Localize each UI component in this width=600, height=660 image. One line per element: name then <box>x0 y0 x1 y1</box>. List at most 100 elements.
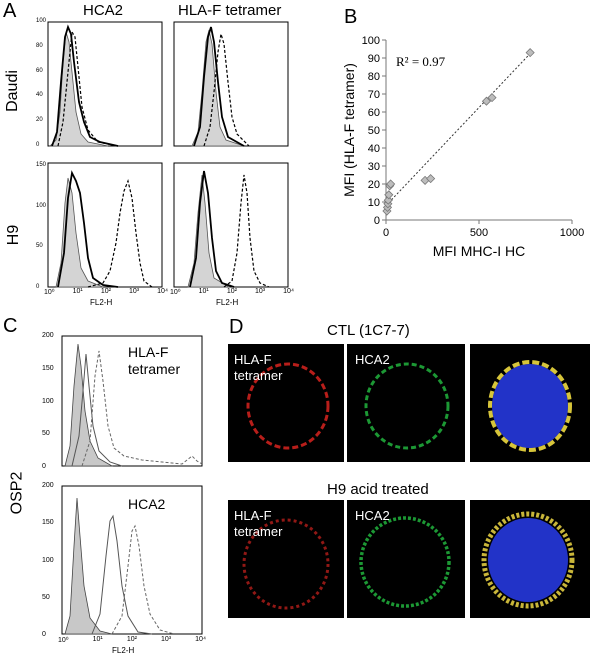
y-tick-label: 40 <box>368 143 380 155</box>
x-tick-label: 0 <box>383 227 389 239</box>
panel-c-xticks: 10⁰ 10¹ 10² 10³ 10⁴ <box>58 636 206 644</box>
tick-label: 10¹ <box>72 288 83 295</box>
tick-label: 10⁰ <box>44 289 55 296</box>
micrograph-ctl-merge <box>470 344 590 462</box>
panel-c-title-tetramer: HLA-F tetramer <box>128 344 181 377</box>
panel-a-row-label-h9: H9 <box>5 224 23 246</box>
data-point <box>426 174 436 184</box>
tick-label: 10² <box>100 288 111 295</box>
micrograph-label-tetramer: HLA-F tetramer <box>234 352 283 383</box>
tick-label: 10² <box>226 288 237 295</box>
y-tick-label: 10 <box>368 197 380 209</box>
data-point <box>383 195 393 205</box>
r-squared-label: R² = 0.97 <box>396 54 446 69</box>
tick-label: 10⁰ <box>58 637 69 644</box>
tick-label: 50 <box>42 593 50 601</box>
x-axis-label: MFI MHC-I HC <box>433 243 526 259</box>
y-tick-label: 70 <box>368 89 380 101</box>
micrograph-ctl-red: HLA-F tetramer <box>228 344 344 462</box>
y-tick-label: 50 <box>368 125 380 137</box>
y-tick-label: 100 <box>362 35 380 47</box>
panel-a-letter: A <box>3 0 17 22</box>
micrograph-h9-red: HLA-F tetramer <box>228 500 344 618</box>
micrograph-h9-merge <box>470 500 590 618</box>
tick-label: 200 <box>42 332 54 339</box>
tick-label: 100 <box>42 397 54 405</box>
micrograph-label-tetramer: HLA-F tetramer <box>234 508 283 539</box>
histogram-osp2-tetramer <box>61 335 203 467</box>
histogram-h9-tetramer <box>173 162 289 288</box>
panel-c-title-hca2: HCA2 <box>128 496 166 512</box>
panel-b-letter: B <box>344 6 358 28</box>
micrograph-h9-green: HCA2 <box>347 500 465 618</box>
panel-d-row-title-ctl: CTL (1C7-7) <box>327 322 410 339</box>
panel-d-letter: D <box>229 316 244 338</box>
y-tick-label: 90 <box>368 53 380 65</box>
tick-label: 80 <box>36 42 43 49</box>
x-tick-label: 1000 <box>560 227 584 239</box>
data-point <box>386 179 396 189</box>
tick-label: 0 <box>36 141 40 148</box>
panel-c-row-label: OSP2 <box>8 471 26 515</box>
panel-a-xticks-left: 10⁰ 10¹ 10² 10³ 10⁴ <box>44 288 168 296</box>
data-point <box>384 190 394 200</box>
histogram-osp2-hca2 <box>61 485 203 635</box>
tick-label: 0 <box>42 463 46 470</box>
panel-a-yticks-top: 0 20 40 60 80 100 <box>36 18 46 148</box>
fit-line <box>385 52 532 206</box>
tick-label: 150 <box>36 162 47 168</box>
tick-label: 10¹ <box>92 636 103 643</box>
panel-c-xlabel: FL2-H <box>112 646 135 655</box>
tick-label: 40 <box>36 92 43 99</box>
tick-label: 10⁰ <box>170 289 181 296</box>
tick-label: 150 <box>42 519 54 527</box>
y-tick-label: 30 <box>368 161 380 173</box>
micrograph-ctl-green: HCA2 <box>347 344 465 462</box>
y-axis-label: MFI (HLA-F tetramer) <box>341 63 357 197</box>
panel-c-yticks-bottom: 0 50 100 150 200 <box>42 482 54 638</box>
panel-a-row-label-daudi: Daudi <box>3 70 21 112</box>
tick-label: 10³ <box>254 288 266 295</box>
tick-label: 200 <box>42 482 54 489</box>
panel-a-col-title-tetramer: HLA-F tetramer <box>178 2 282 19</box>
histogram-h9-hca2 <box>47 162 163 288</box>
tick-label: 10³ <box>128 288 140 295</box>
tick-label: 100 <box>36 18 47 24</box>
tick-label: 10² <box>126 636 137 643</box>
tick-label: 100 <box>42 556 54 564</box>
panel-a-xticks-right: 10⁰ 10¹ 10² 10³ 10⁴ <box>170 288 294 296</box>
panel-a-col-title-hca2: HCA2 <box>83 2 124 19</box>
histogram-daudi-hca2 <box>47 21 163 147</box>
tick-label: 20 <box>36 117 43 124</box>
tick-label: 50 <box>36 243 43 250</box>
y-tick-label: 0 <box>374 215 380 227</box>
tick-label: 10⁴ <box>283 288 294 295</box>
micrograph-label-hca2: HCA2 <box>355 352 390 367</box>
panel-c-yticks-top: 0 50 100 150 200 <box>42 332 54 470</box>
tick-label: 150 <box>42 364 54 372</box>
tick-label: 10³ <box>160 636 172 643</box>
panel-a-xlabel-right: FL2-H <box>216 298 239 307</box>
data-point <box>487 93 497 103</box>
y-tick-label: 60 <box>368 107 380 119</box>
tick-label: 0 <box>36 283 40 290</box>
tick-label: 0 <box>42 631 46 638</box>
histogram-daudi-tetramer <box>173 21 289 147</box>
tick-label: 50 <box>42 430 50 438</box>
tick-label: 60 <box>36 67 43 74</box>
tick-label: 10⁴ <box>157 288 168 295</box>
data-point <box>481 96 492 106</box>
panel-d-row-title-h9: H9 acid treated <box>327 481 429 498</box>
data-point <box>525 48 535 58</box>
tick-label: 100 <box>36 202 47 209</box>
micrograph-label-hca2: HCA2 <box>355 508 390 523</box>
panel-a-xlabel-left: FL2-H <box>90 298 113 307</box>
y-tick-label: 80 <box>368 71 380 83</box>
panel-a-yticks-bottom: 0 50 100 150 <box>36 162 46 290</box>
tick-label: 10¹ <box>198 288 209 295</box>
tick-label: 10⁴ <box>195 636 206 643</box>
x-tick-label: 500 <box>470 227 488 239</box>
y-tick-label: 20 <box>368 179 380 191</box>
panel-c-letter: C <box>3 315 18 337</box>
